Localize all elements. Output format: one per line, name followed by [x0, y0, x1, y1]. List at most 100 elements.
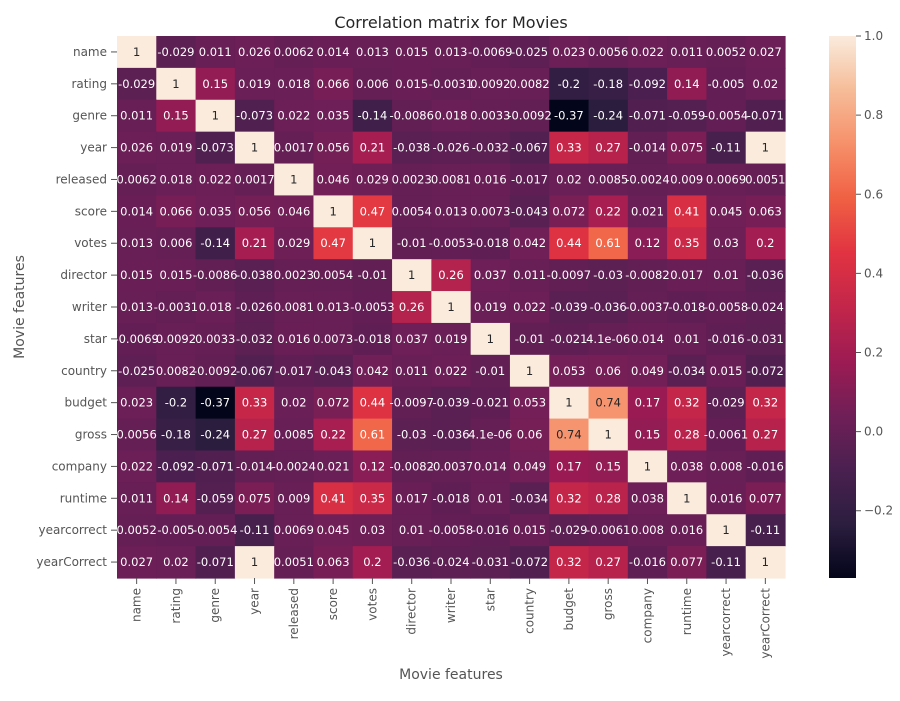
cell-label: -0.0037	[625, 300, 669, 314]
cell-label: 0.013	[435, 45, 468, 59]
cell-label: -0.0031	[429, 77, 473, 91]
heatmap-cell-name-gross	[588, 36, 629, 69]
cell-label: 0.022	[631, 45, 664, 59]
heatmap-cell-votes-director	[392, 227, 432, 260]
heatmap-cell-runtime-gross	[588, 482, 629, 515]
cell-label: -0.24	[593, 109, 623, 123]
heatmap-cell-company-budget	[549, 450, 590, 483]
x-tick-label: director	[405, 588, 419, 635]
heatmap-cell-score-score	[313, 195, 354, 228]
heatmap-cell-rating-star	[470, 67, 511, 101]
heatmap-cell-votes-votes	[352, 227, 393, 260]
y-tick-label: director	[60, 268, 107, 282]
heatmap-cell-votes-rating	[156, 227, 197, 260]
cell-label: 0.022	[199, 172, 232, 186]
heatmap-cell-released-star	[470, 163, 511, 197]
x-tick-label: rating	[169, 588, 183, 624]
cell-label: 0.013	[356, 45, 389, 59]
heatmap-cell-gross-company	[627, 418, 668, 452]
cell-label: 0.14	[674, 77, 700, 91]
heatmap-cell-writer-yearCorrect	[745, 291, 786, 324]
x-tick-label: yearCorrect	[758, 588, 772, 659]
heatmap-cell-year-rating	[156, 131, 197, 165]
heatmap-cell-gross-genre	[195, 418, 236, 452]
colorbar-tick-label: 0.8	[864, 108, 883, 122]
heatmap-cell-gross-yearcorrect	[706, 418, 747, 452]
cell-label: -0.03	[397, 428, 427, 442]
heatmap-cell-released-budget	[549, 163, 590, 197]
cell-label: 0.0054	[313, 268, 353, 282]
heatmap-cell-company-runtime	[667, 450, 708, 483]
heatmap-cell-budget-writer	[431, 386, 472, 420]
heatmap-cell-score-star	[470, 195, 511, 228]
heatmap-cell-released-runtime	[667, 163, 708, 197]
cell-label: 0.0085	[588, 172, 628, 186]
heatmap-cell-score-yearcorrect	[706, 195, 747, 228]
cell-label: 0.21	[242, 236, 268, 250]
heatmap-cell-runtime-score	[313, 482, 354, 515]
cell-label: 4.1e-06	[468, 428, 512, 442]
cell-label: 0.042	[513, 236, 546, 250]
cell-label: 0.072	[552, 204, 585, 218]
colorbar-gradient	[829, 36, 856, 578]
y-tick-label: country	[61, 364, 107, 378]
cell-label: 0.0062	[274, 45, 314, 59]
cell-label: 1	[251, 555, 258, 569]
heatmap-cell-country-yearcorrect	[706, 354, 747, 388]
cell-label: 0.0051	[274, 555, 314, 569]
heatmap-cell-yearcorrect-rating	[156, 514, 197, 547]
heatmap-cell-yearcorrect-year	[234, 514, 275, 547]
heatmap-cell-votes-company	[627, 227, 668, 260]
heatmap-cell-star-yearcorrect	[706, 322, 747, 356]
heatmap-cell-writer-budget	[549, 291, 590, 324]
heatmap-cell-votes-gross	[588, 227, 629, 260]
cell-label: -0.034	[511, 491, 548, 505]
y-tick-label: runtime	[60, 491, 107, 505]
cell-label: 0.27	[242, 428, 268, 442]
heatmap-cell-released-name	[117, 163, 157, 197]
cell-label: -0.071	[197, 555, 234, 569]
heatmap-cell-released-gross	[588, 163, 629, 197]
x-tick-label: score	[326, 588, 340, 620]
heatmap-cell-runtime-yearCorrect	[745, 482, 786, 515]
y-tick-label: company	[52, 459, 107, 473]
cell-label: 0.018	[435, 109, 468, 123]
heatmap-cell-writer-year	[234, 291, 275, 324]
cell-label: 0.22	[320, 428, 346, 442]
cell-label: -0.24	[200, 428, 230, 442]
y-tick-label: genre	[72, 109, 107, 123]
heatmap-cell-country-runtime	[667, 354, 708, 388]
cell-label: 0.74	[556, 428, 582, 442]
cell-label: 0.47	[360, 204, 386, 218]
cell-label: 0.037	[395, 332, 428, 346]
cell-label: -0.0053	[429, 236, 473, 250]
cell-label: 0.0069	[274, 523, 314, 537]
cell-label: 0.28	[595, 491, 621, 505]
heatmap-cell-rating-writer	[431, 67, 472, 101]
cell-label: -0.024	[747, 300, 784, 314]
cell-label: 0.32	[753, 396, 779, 410]
heatmap-cell-released-votes	[352, 163, 393, 197]
cell-label: 0.011	[513, 268, 546, 282]
x-tick-label: runtime	[680, 588, 694, 635]
cell-label: 1	[683, 491, 690, 505]
heatmap-cell-genre-yearCorrect	[745, 99, 786, 133]
cell-label: 0.045	[317, 523, 350, 537]
heatmap-cell-name-year	[234, 36, 275, 69]
cell-label: 0.12	[635, 236, 661, 250]
heatmap-cell-runtime-votes	[352, 482, 393, 515]
cell-label: -0.016	[472, 523, 509, 537]
heatmap-cell-votes-genre	[195, 227, 236, 260]
cell-label: 0.41	[674, 204, 700, 218]
cell-label: -0.073	[236, 109, 273, 123]
heatmap-cell-score-rating	[156, 195, 197, 228]
cell-label: 0.015	[513, 523, 546, 537]
cell-label: -0.0058	[429, 523, 473, 537]
chart-title: Correlation matrix for Movies	[334, 13, 567, 32]
cell-label: 0.0081	[431, 172, 471, 186]
cell-label: 0.027	[120, 555, 153, 569]
cell-label: -0.11	[240, 523, 270, 537]
cell-label: 0.27	[753, 428, 779, 442]
heatmap-cell-yearCorrect-year	[234, 546, 275, 579]
